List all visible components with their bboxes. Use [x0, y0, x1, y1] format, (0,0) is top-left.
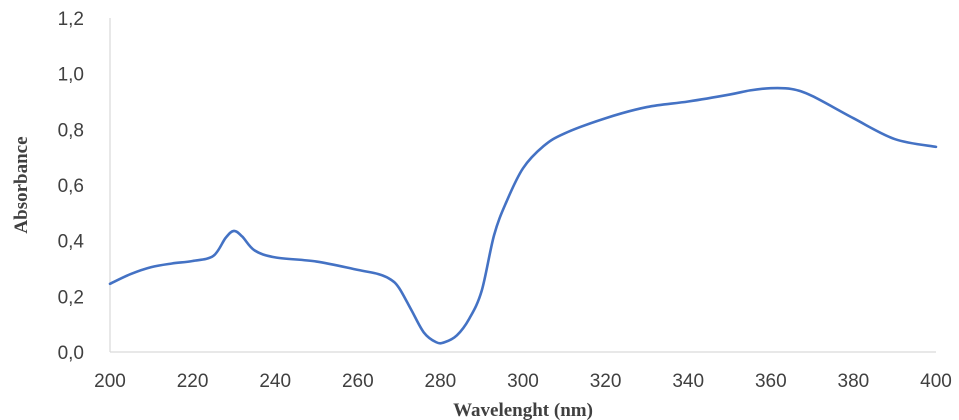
data-point	[492, 233, 496, 237]
data-point	[273, 255, 277, 259]
x-tick-label: 280	[425, 371, 457, 392]
data-point	[789, 87, 793, 91]
data-point	[893, 137, 897, 141]
data-point	[397, 286, 401, 290]
y-tick-label: 0,4	[58, 232, 85, 253]
data-point	[604, 116, 608, 120]
data-point	[810, 94, 814, 98]
data-point	[480, 289, 484, 293]
x-tick-label: 360	[755, 371, 787, 392]
data-point	[409, 308, 413, 312]
absorbance-series-line	[108, 86, 938, 345]
x-tick-label: 300	[507, 371, 539, 392]
series-points	[108, 86, 938, 344]
x-tick-label: 240	[259, 371, 291, 392]
data-point	[376, 272, 380, 276]
data-point	[728, 93, 732, 97]
data-point	[108, 282, 112, 286]
data-point	[769, 86, 773, 90]
y-tick-label: 1,2	[58, 9, 84, 30]
data-point	[521, 166, 525, 170]
x-tick-labels: 200 220 240 260 280 300 320 340 360 380 400	[94, 371, 952, 392]
y-tick-label: 0,8	[58, 120, 84, 141]
data-point	[504, 200, 508, 204]
x-tick-label: 380	[838, 371, 870, 392]
data-point	[356, 268, 360, 272]
data-point	[240, 234, 244, 238]
data-point	[645, 105, 649, 109]
x-tick-label: 260	[342, 371, 374, 392]
data-point	[443, 340, 447, 344]
y-axis-title: Absorbance	[11, 136, 32, 233]
y-tick-labels: 0,0 0,2 0,4 0,6 0,8 1,0 1,2	[58, 9, 85, 364]
x-tick-label: 200	[94, 371, 126, 392]
y-tick-label: 1,0	[58, 65, 84, 86]
data-point	[389, 278, 393, 282]
data-point	[542, 144, 546, 148]
data-point	[149, 265, 153, 269]
data-point	[422, 331, 426, 335]
data-point	[686, 100, 690, 104]
data-point	[467, 317, 471, 321]
data-point	[232, 229, 236, 233]
y-tick-label: 0,6	[58, 176, 84, 197]
x-tick-label: 400	[920, 371, 952, 392]
data-point	[455, 333, 459, 337]
data-point	[253, 248, 257, 252]
data-point	[562, 132, 566, 136]
data-point	[224, 236, 228, 240]
x-tick-label: 340	[672, 371, 704, 392]
data-point	[170, 261, 174, 265]
data-point	[129, 272, 133, 276]
data-point	[315, 260, 319, 264]
data-point	[934, 145, 938, 149]
x-tick-label: 320	[590, 371, 622, 392]
data-point	[211, 254, 215, 258]
data-point	[434, 340, 438, 344]
data-point	[191, 259, 195, 263]
y-tick-label: 0,0	[58, 343, 84, 364]
x-tick-label: 220	[177, 371, 209, 392]
y-tick-label: 0,2	[58, 287, 84, 308]
x-axis-title: Wavelenght (nm)	[453, 400, 593, 420]
data-point	[851, 116, 855, 120]
data-point	[748, 88, 752, 92]
